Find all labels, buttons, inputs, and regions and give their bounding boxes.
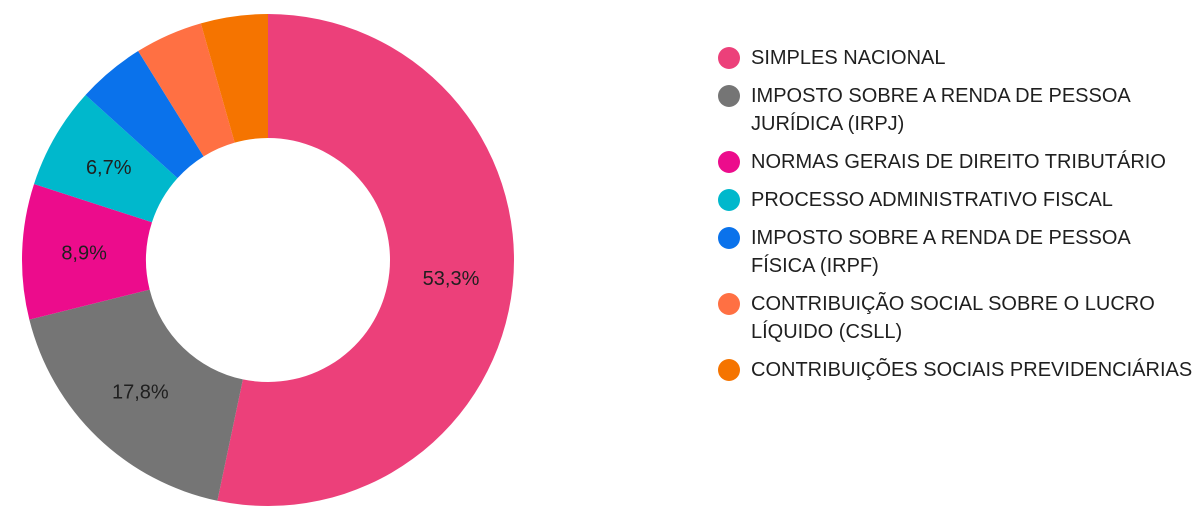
legend-item-simples-nacional: SIMPLES NACIONAL: [718, 44, 1193, 72]
legend-item-contribuicao-social-sobre-o-lucro-liquido-csll: CONTRIBUIÇÃO SOCIAL SOBRE O LUCRO LÍQUID…: [718, 290, 1193, 346]
legend-label: IMPOSTO SOBRE A RENDA DE PESSOA FÍSICA (…: [751, 227, 1130, 277]
slice-processo-administrativo-fiscal: [34, 95, 178, 223]
legend-swatch-icon: [718, 47, 740, 69]
slice-simples-nacional: [217, 14, 515, 506]
legend-label: IMPOSTO SOBRE A RENDA DE PESSOA JURÍDICA…: [751, 85, 1130, 135]
legend-item-imposto-sobre-a-renda-de-pessoa-fisica-irpf: IMPOSTO SOBRE A RENDA DE PESSOA FÍSICA (…: [718, 224, 1193, 280]
legend-swatch-icon: [718, 227, 740, 249]
slice-imposto-sobre-a-renda-de-pessoa-juridica-irpj: [29, 289, 243, 501]
slice-contribuicao-social-sobre-o-lucro-liquido-csll: [138, 23, 235, 157]
donut-slices: [22, 14, 515, 506]
donut-slice-labels: 53,3% 17,8% 8,9% 6,7%: [61, 157, 479, 404]
legend-swatch-icon: [718, 85, 740, 107]
legend-label: CONTRIBUIÇÕES SOCIAIS PREVIDENCIÁRIAS: [751, 359, 1193, 381]
slice-contribuicoes-sociais-previdenciarias: [200, 14, 268, 143]
legend-swatch-icon: [718, 293, 740, 315]
slice-label-simples-nacional: 53,3%: [423, 268, 480, 290]
slice-imposto-sobre-a-renda-de-pessoa-fisica-irpf: [85, 51, 204, 179]
legend-label: SIMPLES NACIONAL: [751, 47, 946, 69]
slice-label-imposto-sobre-a-renda-de-pessoa-juridica-irpj: 17,8%: [112, 382, 169, 404]
legend-item-processo-administrativo-fiscal: PROCESSO ADMINISTRATIVO FISCAL: [718, 186, 1193, 214]
slice-label-normas-gerais-de-direito-tributario: 8,9%: [61, 243, 107, 265]
slice-label-processo-administrativo-fiscal: 6,7%: [86, 157, 132, 179]
legend-label: CONTRIBUIÇÃO SOCIAL SOBRE O LUCRO LÍQUID…: [751, 293, 1155, 343]
legend-item-contribuicoes-sociais-previdenciarias: CONTRIBUIÇÕES SOCIAIS PREVIDENCIÁRIAS: [718, 356, 1193, 384]
legend-label: PROCESSO ADMINISTRATIVO FISCAL: [751, 189, 1113, 211]
legend-item-normas-gerais-de-direito-tributario: NORMAS GERAIS DE DIREITO TRIBUTÁRIO: [718, 148, 1193, 176]
legend-swatch-icon: [718, 189, 740, 211]
legend-swatch-icon: [718, 359, 740, 381]
donut-plot: 53,3% 17,8% 8,9% 6,7%: [22, 14, 515, 506]
legend-swatch-icon: [718, 151, 740, 173]
legend-label: NORMAS GERAIS DE DIREITO TRIBUTÁRIO: [751, 151, 1166, 173]
chart-legend: SIMPLES NACIONAL IMPOSTO SOBRE A RENDA DE…: [718, 44, 1193, 394]
legend-item-imposto-sobre-a-renda-de-pessoa-juridica-irpj: IMPOSTO SOBRE A RENDA DE PESSOA JURÍDICA…: [718, 82, 1193, 138]
slice-normas-gerais-de-direito-tributario: [22, 183, 152, 320]
